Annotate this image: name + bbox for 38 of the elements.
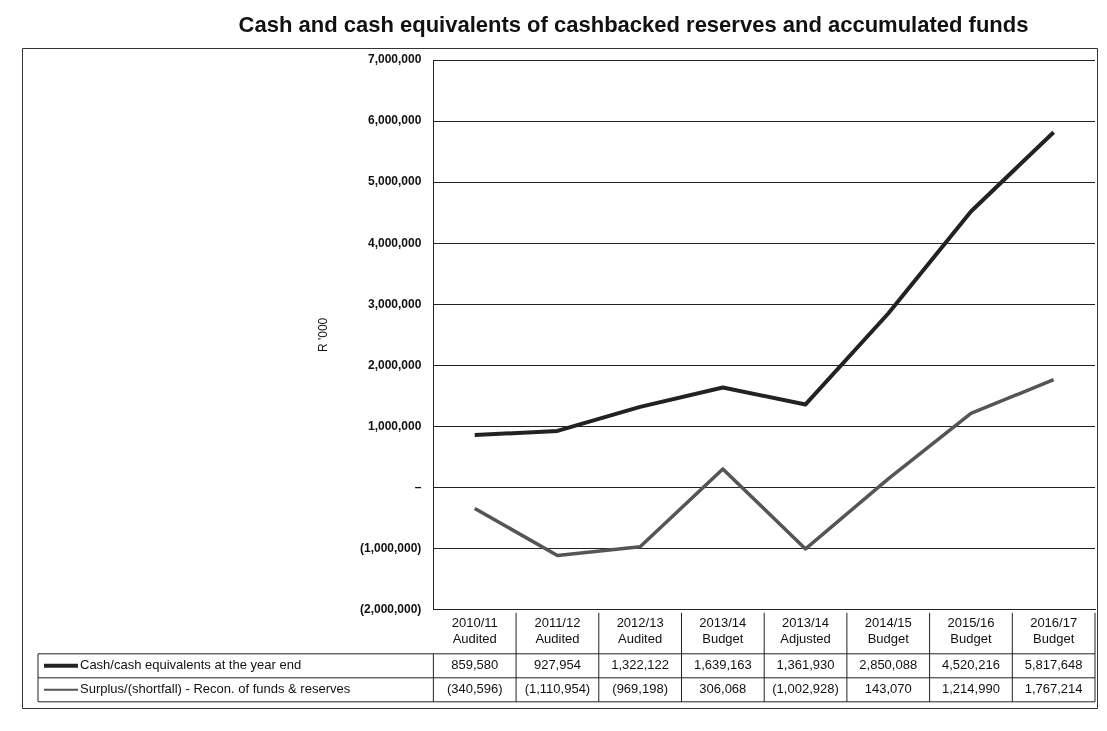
x-tick-label: 2013/14 Adjusted [780,615,831,646]
data-label: 5,817,648 [1024,657,1083,673]
x-tick-label: 2011/12 Audited [534,615,581,646]
legend-label: Cash/cash equivalents at the year end [80,657,302,673]
y-axis-title: R '000 [315,317,330,353]
data-label: 1,361,930 [776,657,835,673]
x-tick-label: 2016/17 Budget [1030,615,1078,646]
y-tick-label: 5,000,000 [367,174,422,189]
y-tick-label: 6,000,000 [367,113,422,128]
x-tick-label: 2010/11 Audited [451,615,498,646]
data-label: (1,002,928) [772,681,839,697]
legend-label: Surplus/(shortfall) - Recon. of funds & reserves [80,681,351,697]
x-tick-label: 2013/14 Budget [699,615,747,646]
y-tick-label: – [414,479,422,494]
data-label: 306,068 [699,681,747,697]
data-label: 927,954 [533,657,581,673]
data-label: 859,580 [451,657,499,673]
y-tick-label: 3,000,000 [367,296,422,311]
data-label: 1,214,990 [942,681,1000,697]
x-tick-label: 2012/13 Audited [616,615,664,646]
y-tick-label: 7,000,000 [367,52,422,67]
y-tick-label: 1,000,000 [367,418,422,433]
data-label: 4,520,216 [942,657,1000,673]
data-label: (1,110,954) [524,681,591,697]
y-tick-label: (2,000,000) [359,602,422,617]
y-tick-label: 4,000,000 [367,235,422,250]
data-label: (340,596) [446,681,503,697]
data-label: 1,767,214 [1024,681,1083,697]
data-label: (969,198) [612,681,668,697]
data-label: 2,850,088 [859,657,918,673]
data-label: 143,070 [864,681,912,697]
y-tick-label: 2,000,000 [367,357,422,372]
chart-title: Cash and cash equivalents of cashbacked reserves and accumulated funds [238,12,1029,38]
data-label: 1,322,122 [611,657,670,673]
x-tick-label: 2014/15 Budget [864,615,912,646]
y-tick-label: (1,000,000) [359,541,422,556]
data-label: 1,639,163 [693,657,752,673]
x-tick-label: 2015/16 Budget [947,615,995,646]
